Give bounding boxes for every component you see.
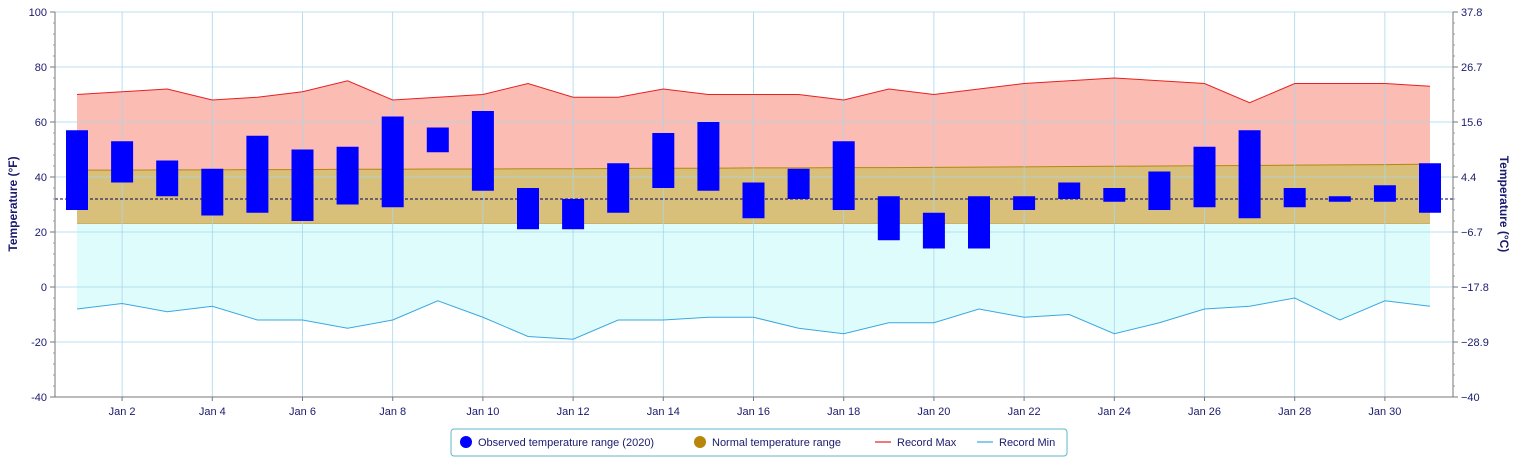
observed-range-bar (968, 196, 990, 249)
legend-normal-label: Normal temperature range (712, 437, 841, 449)
observed-range-bar (201, 168, 224, 216)
x-tick-label: Jan 6 (289, 406, 316, 418)
observed-range-bar (1328, 196, 1351, 202)
observed-range-bar (1283, 188, 1306, 208)
y-left-tick-label: 100 (29, 7, 47, 19)
observed-range-bar (1238, 130, 1261, 219)
y-right-tick-label: 4.4 (1461, 172, 1476, 184)
observed-range-bar (1193, 146, 1216, 208)
observed-range-bar (652, 133, 675, 188)
y-left-tick-label: 0 (41, 282, 47, 294)
y-left-tick-label: 60 (35, 117, 47, 129)
axes: -40 −40 -20 −28.9 0 −17.8 20 −6.7 40 4.4 60 15.6 80 2… (29, 7, 1489, 418)
y-right-tick-label: −40 (1461, 392, 1480, 404)
legend-normal-marker (694, 436, 706, 448)
x-tick-label: Jan 14 (647, 406, 680, 418)
observed-range-bar (742, 182, 765, 219)
x-tick-label: Jan 20 (917, 406, 950, 418)
y-right-tick-label: 37.8 (1461, 7, 1482, 19)
x-tick-label: Jan 28 (1278, 406, 1311, 418)
x-tick-label: Jan 4 (199, 406, 226, 418)
observed-range-bar (562, 199, 585, 230)
observed-range-bar (1148, 171, 1171, 210)
y-right-tick-label: 26.7 (1461, 62, 1482, 74)
x-tick-label: Jan 16 (737, 406, 770, 418)
legend-record-min-label: Record Min (999, 437, 1055, 449)
y-axis-left-title: Temperature (°F) (6, 156, 20, 251)
record-max-line (76, 77, 1431, 104)
observed-range-bar (832, 141, 855, 210)
legend-observed-marker (460, 436, 472, 448)
legend-box (450, 428, 1068, 457)
y-right-tick-label: −6.7 (1461, 227, 1483, 239)
y-right-tick-label: 15.6 (1461, 117, 1482, 129)
observed-range-bar (156, 160, 179, 197)
observed-range-bar (787, 168, 810, 199)
x-tick-label: Jan 8 (379, 406, 406, 418)
x-tick-label: Jan 10 (466, 406, 499, 418)
legend-record-max-label: Record Max (897, 437, 957, 449)
observed-range-bar (1058, 182, 1081, 199)
observed-range-bar (381, 116, 404, 208)
x-tick-label: Jan 18 (827, 406, 860, 418)
observed-range-bar (111, 141, 134, 183)
y-left-tick-label: -20 (31, 337, 47, 349)
x-tick-label: Jan 30 (1368, 406, 1401, 418)
observed-range-bar (66, 130, 88, 210)
observed-range-bar (336, 146, 359, 205)
y-left-tick-label: 40 (35, 172, 47, 184)
observed-range-bar (877, 196, 900, 241)
y-right-tick-label: −28.9 (1461, 337, 1489, 349)
observed-range-bar (291, 149, 314, 221)
y-left-tick-label: -40 (31, 392, 47, 404)
observed-range-bar (517, 188, 539, 230)
y-left-tick-label: 80 (35, 62, 47, 74)
x-tick-label: Jan 24 (1098, 406, 1131, 418)
observed-range-bar (697, 122, 720, 191)
observed-range-bar (1103, 188, 1126, 202)
observed-bars (66, 111, 1441, 249)
x-tick-label: Jan 12 (557, 406, 590, 418)
y-right-tick-label: −17.8 (1461, 282, 1489, 294)
observed-range-bar (426, 127, 449, 153)
legend: Observed temperature range (2020) Normal… (450, 428, 1068, 457)
grid-lines (55, 11, 1453, 398)
observed-range-bar (1013, 196, 1036, 210)
x-tick-label: Jan 26 (1188, 406, 1221, 418)
y-left-tick-label: 20 (35, 227, 47, 239)
observed-range-bar (1419, 163, 1441, 213)
record-lines (76, 77, 1431, 340)
y-axis-right-title: Temperature (°C) (1497, 156, 1511, 253)
observed-range-bar (246, 135, 269, 213)
observed-range-bar (1373, 185, 1396, 202)
x-tick-label: Jan 2 (109, 406, 136, 418)
legend-observed-label: Observed temperature range (2020) (478, 437, 654, 449)
x-tick-label: Jan 22 (1008, 406, 1041, 418)
observed-range-bar (922, 212, 945, 249)
observed-range-bar (607, 163, 630, 213)
observed-range-bar (471, 111, 494, 191)
record-min-line (76, 297, 1431, 340)
